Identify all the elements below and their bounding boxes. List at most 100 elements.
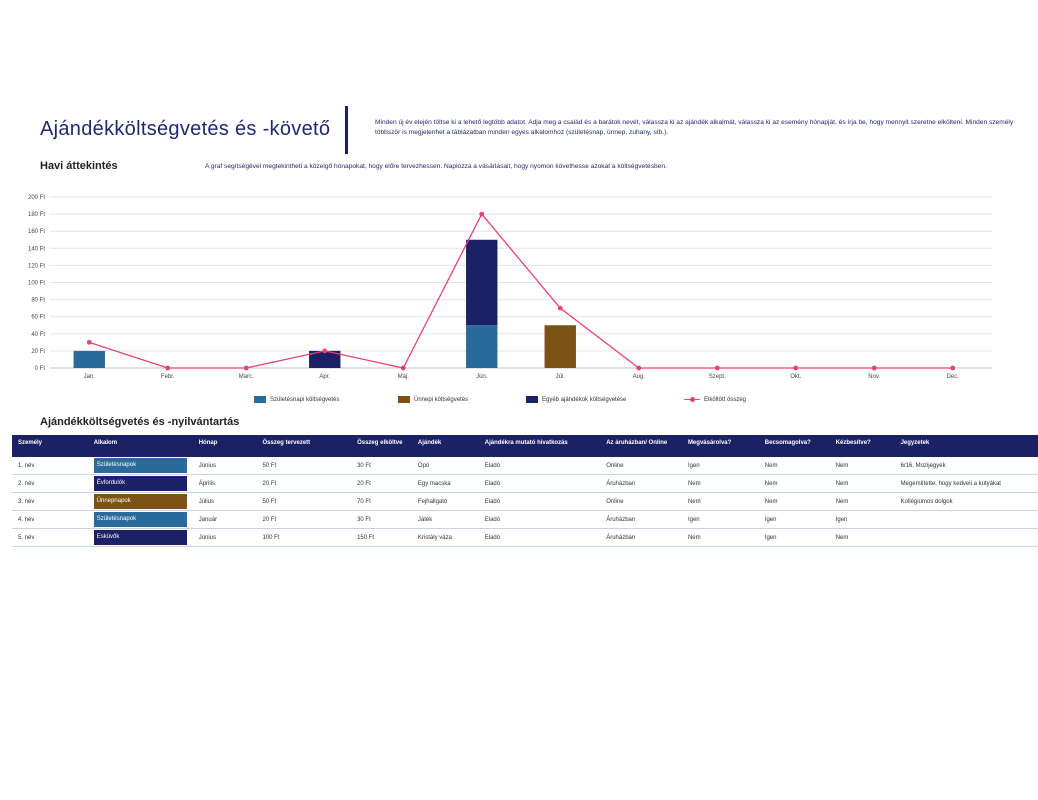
header-wrapped[interactable]: Becsomagolva? xyxy=(758,435,830,457)
cell-gift[interactable]: Egy macska xyxy=(411,474,479,493)
occasion-tag[interactable]: Esküvők xyxy=(93,530,187,545)
cell-month[interactable]: Június xyxy=(192,528,257,547)
cell-month[interactable]: Január xyxy=(192,510,257,529)
cell-spent[interactable]: 20 Ft xyxy=(351,474,412,493)
cell-planned[interactable]: 20 Ft xyxy=(256,474,352,493)
occasion-tag[interactable]: Évfordulók xyxy=(93,476,187,491)
cell-bought[interactable]: Nem xyxy=(681,528,759,547)
header-bought[interactable]: Megvásárolva? xyxy=(681,435,759,457)
cell-store[interactable]: Áruházban xyxy=(600,474,682,493)
cell-store[interactable]: Áruházban xyxy=(600,528,682,547)
cell-bought[interactable]: Igen xyxy=(681,457,759,475)
legend-swatch-birthday xyxy=(254,396,266,403)
legend-item-holiday: Ünnepi költségvetés xyxy=(398,396,468,403)
spent-point xyxy=(636,365,642,371)
cell-delivered[interactable]: Nem xyxy=(829,457,895,475)
cell-month[interactable]: Április xyxy=(192,474,257,493)
overview-description: A graf segítségével megtekintheti a köze… xyxy=(205,163,667,170)
occasion-tag[interactable]: Születésnapok xyxy=(93,458,187,473)
y-tick-label: 60 Ft xyxy=(31,315,45,321)
spent-point xyxy=(322,348,328,354)
overview-heading: Havi áttekintés xyxy=(40,160,118,172)
cell-link[interactable]: Eladó xyxy=(478,457,601,475)
cell-gift[interactable]: Fejhallgató xyxy=(411,492,479,511)
cell-spent[interactable]: 30 Ft xyxy=(351,510,412,529)
header-gift[interactable]: Ajándék xyxy=(411,435,479,457)
cell-bought[interactable]: Igen xyxy=(681,510,759,529)
header-spent[interactable]: Összeg elköltve xyxy=(351,435,412,457)
cell-month[interactable]: Július xyxy=(192,492,257,511)
cell-occasion[interactable]: Évfordulók xyxy=(87,474,193,493)
y-tick-label: 180 Ft xyxy=(28,212,45,218)
cell-delivered[interactable]: Nem xyxy=(829,528,895,547)
cell-month[interactable]: Június xyxy=(192,457,257,475)
cell-delivered[interactable]: Nem xyxy=(829,492,895,511)
cell-gift[interactable]: Opó xyxy=(411,457,479,475)
cell-wrapped[interactable]: Igen xyxy=(758,510,830,529)
cell-notes[interactable] xyxy=(894,528,1038,547)
cell-person[interactable]: 4. név xyxy=(12,510,88,529)
cell-occasion[interactable]: Esküvők xyxy=(87,528,193,547)
cell-link[interactable]: Eladó xyxy=(478,492,601,511)
spent-point xyxy=(871,365,877,371)
legend-item-spent: Elköltött összeg xyxy=(684,396,746,403)
y-tick-label: 0 Ft xyxy=(35,366,46,372)
header-store[interactable]: Az áruházban/ Online xyxy=(600,435,682,457)
cell-gift[interactable]: Játék xyxy=(411,510,479,529)
cell-link[interactable]: Eladó xyxy=(478,474,601,493)
cell-planned[interactable]: 20 Ft xyxy=(256,510,352,529)
cell-wrapped[interactable]: Igen xyxy=(758,528,830,547)
cell-notes[interactable]: Megemlítette, hogy kedveli a kutyákat xyxy=(894,474,1038,493)
cell-person[interactable]: 2. név xyxy=(12,474,88,493)
cell-person[interactable]: 3. név xyxy=(12,492,88,511)
cell-notes[interactable]: 6/16, Mozijegyek xyxy=(894,457,1038,475)
cell-planned[interactable]: 50 Ft xyxy=(256,492,352,511)
cell-spent[interactable]: 150 Ft xyxy=(351,528,412,547)
cell-store[interactable]: Áruházban xyxy=(600,510,682,529)
cell-notes[interactable] xyxy=(894,510,1038,529)
cell-spent[interactable]: 70 Ft xyxy=(351,492,412,511)
cell-gift[interactable]: Kristály váza xyxy=(411,528,479,547)
header-link[interactable]: Ajándékra mutató hivatkozás xyxy=(478,435,601,457)
cell-store[interactable]: Online xyxy=(600,457,682,475)
table-row: 3. név Ünnepnapok Július 50 Ft 70 Ft Fej… xyxy=(12,492,1038,511)
header-notes[interactable]: Jegyzetek xyxy=(894,435,1038,457)
cell-wrapped[interactable]: Nem xyxy=(758,492,830,511)
cell-wrapped[interactable]: Nem xyxy=(758,474,830,493)
spent-point xyxy=(400,365,406,371)
header-delivered[interactable]: Kézbesítve? xyxy=(829,435,895,457)
y-tick-label: 200 Ft xyxy=(28,195,45,201)
cell-spent[interactable]: 30 Ft xyxy=(351,457,412,475)
legend-label-spent: Elköltött összeg xyxy=(704,396,747,403)
header-occasion[interactable]: Alkalom xyxy=(87,435,193,457)
cell-person[interactable]: 5. név xyxy=(12,528,88,547)
y-tick-label: 80 Ft xyxy=(31,298,45,304)
cell-person[interactable]: 1. név xyxy=(12,457,88,475)
cell-link[interactable]: Eladó xyxy=(478,528,601,547)
cell-planned[interactable]: 100 Ft xyxy=(256,528,352,547)
y-tick-label: 160 Ft xyxy=(28,229,45,235)
cell-occasion[interactable]: Születésnapok xyxy=(87,457,193,475)
cell-occasion[interactable]: Születésnapok xyxy=(87,510,193,529)
header-planned[interactable]: Összeg tervezett xyxy=(256,435,352,457)
cell-link[interactable]: Eladó xyxy=(478,510,601,529)
cell-occasion[interactable]: Ünnepnapok xyxy=(87,492,193,511)
cell-bought[interactable]: Nem xyxy=(681,474,759,493)
occasion-tag[interactable]: Ünnepnapok xyxy=(93,494,187,509)
occasion-tag[interactable]: Születésnapok xyxy=(93,512,187,527)
x-tick-label: Apr. xyxy=(319,374,330,380)
cell-store[interactable]: Online xyxy=(600,492,682,511)
cell-bought[interactable]: Nem xyxy=(681,492,759,511)
cell-planned[interactable]: 50 Ft xyxy=(256,457,352,475)
legend-swatch-other xyxy=(526,396,538,403)
header-person[interactable]: Személy xyxy=(12,435,88,457)
spent-point xyxy=(557,305,563,311)
x-tick-label: Máj. xyxy=(398,374,410,380)
cell-delivered[interactable]: Igen xyxy=(829,510,895,529)
cell-wrapped[interactable]: Nem xyxy=(758,457,830,475)
bar-birthday xyxy=(466,325,498,368)
cell-delivered[interactable]: Nem xyxy=(829,474,895,493)
cell-notes[interactable]: Kollégiumos dolgok xyxy=(894,492,1038,511)
header-month[interactable]: Hónap xyxy=(192,435,257,457)
spent-line xyxy=(89,212,953,369)
